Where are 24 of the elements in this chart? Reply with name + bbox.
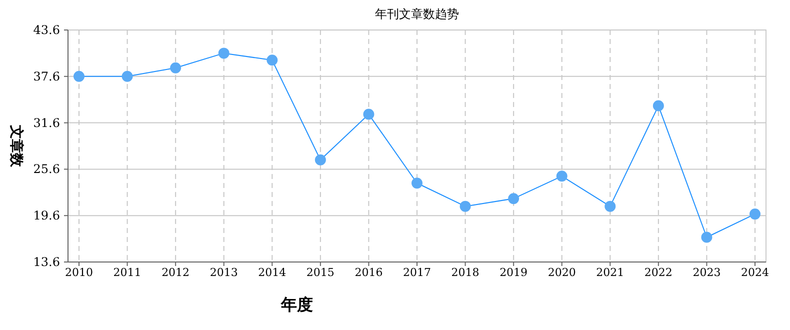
x-tick-label: 2020 (548, 266, 576, 279)
y-tick-label: 43.6 (33, 23, 60, 37)
x-tick-label: 2017 (403, 266, 431, 279)
x-tick-label: 2019 (500, 266, 528, 279)
y-tick-label: 13.6 (33, 255, 60, 269)
y-tick-label: 25.6 (33, 162, 60, 176)
y-tick-label: 31.6 (33, 116, 60, 130)
x-tick-label: 2010 (65, 266, 93, 279)
y-tick-label: 19.6 (33, 208, 60, 223)
x-tick-label: 2015 (306, 266, 334, 279)
x-tick-label: 2011 (113, 266, 142, 279)
x-tick-label: 2014 (258, 266, 286, 279)
x-tick-label: 2012 (162, 266, 190, 279)
x-tick-label: 2016 (354, 266, 383, 279)
x-tick-label: 2024 (741, 266, 769, 279)
x-tick-label: 2018 (451, 266, 480, 279)
x-tick-label: 2022 (644, 266, 672, 279)
y-tick-label: 37.6 (33, 69, 60, 84)
x-tick-label: 2023 (692, 266, 721, 279)
x-tick-label: 2021 (596, 266, 624, 279)
x-axis-title: 年度 (280, 295, 313, 314)
chart-title: 年刊文章数趋势 (375, 7, 459, 21)
x-tick-label: 2013 (210, 266, 238, 279)
y-axis-title: 文章数 (8, 124, 25, 168)
